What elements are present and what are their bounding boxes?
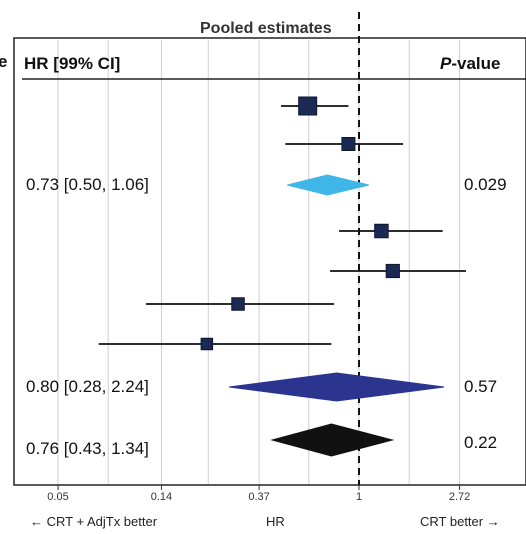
- x-tick-label-2: 0.14: [151, 491, 172, 503]
- x-axis-label: HR: [266, 514, 285, 529]
- grid-lines: [57, 40, 461, 484]
- plot-frame: [13, 37, 526, 486]
- x-tick-label-4: 1: [356, 491, 362, 503]
- x-tick-label-5: 2.72: [449, 491, 470, 503]
- study-square-5: [231, 297, 245, 311]
- pooled-diamond-2: [229, 372, 445, 402]
- pooled-label-1: 0.73 [0.50, 1.06]: [26, 175, 149, 194]
- study-square-1: [298, 96, 318, 116]
- p-value-3: 0.22: [464, 433, 498, 452]
- x-tick-label-1: 0.05: [47, 491, 68, 503]
- x-label-right: CRT better →: [420, 514, 500, 529]
- left-cut-header: e: [0, 52, 8, 71]
- study-square-4: [385, 263, 400, 279]
- chart-title: Pooled estimates: [200, 20, 332, 37]
- p-value-header: P-value: [440, 54, 501, 73]
- p-value-1: 0.029: [464, 175, 507, 194]
- study-square-6: [200, 337, 214, 351]
- chart-marks: [98, 96, 466, 457]
- hr-ci-header: HR [99% CI]: [24, 54, 121, 73]
- p-letter: P: [440, 54, 452, 73]
- pooled-diamond-3: [270, 423, 395, 457]
- x-tick-label-3: 0.37: [248, 491, 269, 503]
- pooled-diamond-1: [287, 174, 369, 196]
- study-square-3: [374, 223, 389, 239]
- x-ticks: 0.05 0.14 0.37 1 2.72: [47, 485, 470, 503]
- pooled-label-3: 0.76 [0.43, 1.34]: [26, 439, 149, 458]
- p-value-2: 0.57: [464, 377, 498, 396]
- pooled-label-2: 0.80 [0.28, 2.24]: [26, 377, 149, 396]
- study-square-2: [341, 137, 356, 151]
- x-label-left: ← CRT + AdjTx better: [30, 514, 158, 529]
